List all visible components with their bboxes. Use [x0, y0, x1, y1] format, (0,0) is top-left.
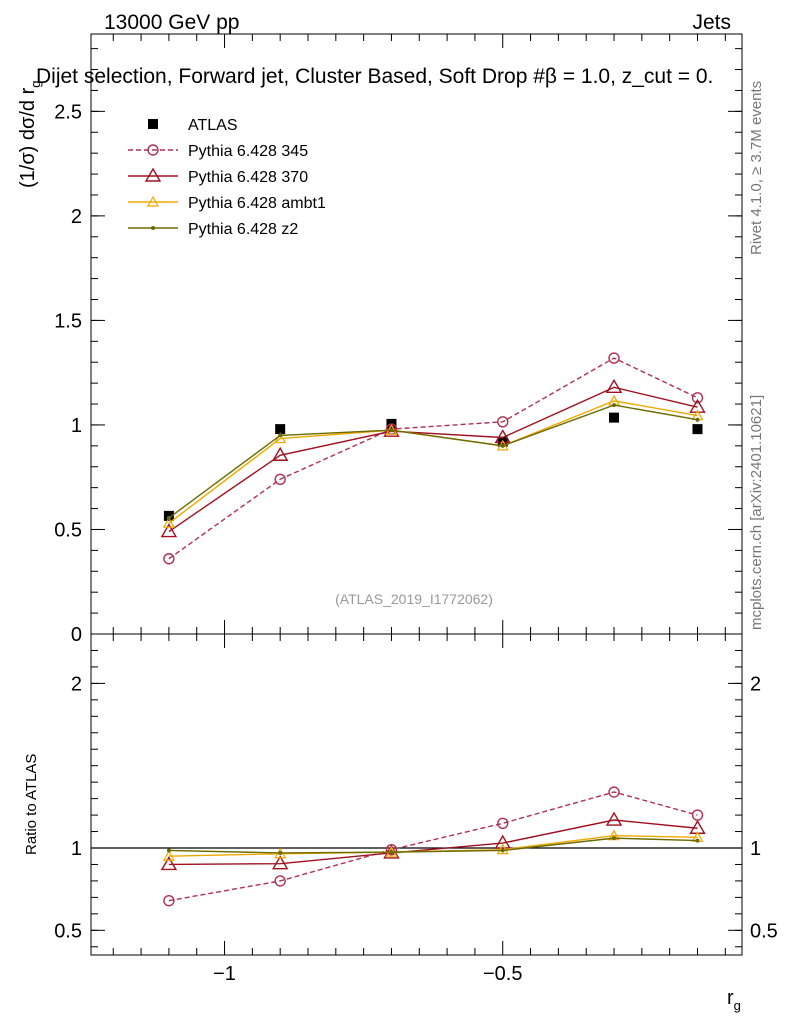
- x-axis-label: rg: [727, 987, 741, 1013]
- category-label: Jets: [692, 11, 731, 34]
- main-point-p370: [160, 523, 178, 538]
- main-point-z2: [500, 443, 505, 448]
- energy-label: 13000 GeV pp: [104, 11, 239, 34]
- main-axis-ticks: 0 0.5 1 1.5 2 2.5: [54, 34, 742, 646]
- selection-title: Dijet selection, Forward jet, Cluster Ba…: [36, 65, 713, 88]
- ratio-y-tick-label: 2: [71, 673, 82, 695]
- legend-marker-p370: [144, 167, 162, 182]
- ratio-line-z2: [168, 837, 698, 854]
- main-point-z2: [278, 433, 283, 438]
- ratio-y-tick-label-right: 2: [750, 673, 761, 695]
- main-point-p370: [605, 378, 623, 394]
- ratio-point-p370: [160, 856, 178, 871]
- ratio-point-z2: [389, 850, 394, 855]
- x-tick-label: −0.5: [483, 963, 522, 985]
- legend-label-p345: Pythia 6.428 345: [188, 143, 308, 160]
- main-point-p345: [608, 352, 620, 364]
- legend-label-z2: Pythia 6.428 z2: [188, 221, 298, 238]
- main-point-p345: [274, 473, 286, 485]
- mcplots-label: mcplots.cern.ch [arXiv:2401.10621]: [748, 395, 765, 630]
- ratio-point-p345: [608, 786, 620, 798]
- main-y-tick-label: 0: [71, 624, 82, 646]
- main-point-p345: [497, 416, 509, 428]
- legend: ATLAS Pythia 6.428 345 Pythia 6.428 370 Pyt…: [128, 117, 326, 238]
- legend-marker-ambt1: [146, 195, 160, 207]
- legend-marker-z2: [151, 226, 155, 230]
- main-point-atlas: [275, 424, 286, 435]
- ratio-point-z2: [278, 850, 283, 855]
- ratio-y-tick-label: 1: [71, 838, 82, 860]
- main-point-p370: [689, 398, 706, 413]
- ratio-point-p345: [163, 894, 175, 907]
- rivet-label: Rivet 4.1.0, ≥ 3.7M events: [748, 81, 765, 255]
- ratio-line-p370: [168, 819, 698, 866]
- ratio-axis-ticks: 0.5 0.5 1 1 2 2 −1 −0.5: [54, 633, 778, 985]
- main-line-p345: [168, 357, 698, 560]
- ratio-point-z2: [612, 836, 617, 841]
- ratio-point-z2: [500, 848, 505, 853]
- main-line-p370: [168, 386, 698, 533]
- ratio-frame: [90, 633, 743, 956]
- main-point-p370: [271, 446, 289, 461]
- analysis-id: (ATLAS_2019_I1772062): [335, 591, 493, 607]
- main-point-ambt1: [162, 516, 175, 528]
- main-point-z2: [612, 403, 617, 408]
- ratio-point-p345: [497, 817, 509, 830]
- ratio-line-p345: [168, 791, 698, 902]
- main-point-z2: [389, 428, 394, 433]
- ratio-point-z2: [695, 838, 700, 843]
- main-line-z2: [168, 404, 698, 519]
- legend-label-atlas: ATLAS: [188, 117, 238, 134]
- ratio-point-ambt1: [496, 843, 509, 855]
- legend-label-ambt1: Pythia 6.428 ambt1: [188, 195, 326, 212]
- legend-label-p370: Pythia 6.428 370: [188, 169, 308, 186]
- main-y-tick-label: 1.5: [54, 310, 82, 332]
- main-point-atlas: [609, 412, 620, 423]
- ratio-point-z2: [166, 848, 171, 853]
- legend-marker-atlas: [148, 119, 158, 129]
- main-series-layer: [160, 352, 706, 565]
- ratio-point-p345: [274, 875, 286, 887]
- main-y-tick-label: 2: [71, 206, 82, 228]
- ratio-point-p370: [494, 834, 511, 849]
- ratio-ylabel: Ratio to ATLAS: [23, 754, 40, 855]
- main-point-atlas: [692, 424, 703, 435]
- ratio-y-tick-label: 0.5: [54, 920, 82, 942]
- main-point-p345: [691, 392, 704, 404]
- ratio-series-layer: [160, 786, 706, 907]
- x-tick-label: −1: [213, 963, 236, 985]
- main-y-tick-label: 0.5: [54, 519, 82, 541]
- ratio-point-ambt1: [162, 849, 175, 861]
- ratio-point-p370: [605, 811, 623, 826]
- ratio-y-tick-label-right: 1: [750, 838, 761, 860]
- main-point-p370: [494, 429, 511, 444]
- legend-marker-p345: [147, 144, 159, 156]
- ratio-y-tick-label-right: 0.5: [750, 920, 778, 942]
- main-y-tick-label: 1: [71, 415, 82, 437]
- ratio-point-p370: [271, 855, 289, 870]
- main-point-atlas: [163, 510, 174, 521]
- main-point-z2: [166, 515, 171, 520]
- main-y-tick-label: 2.5: [54, 101, 82, 123]
- main-point-p345: [163, 553, 175, 565]
- main-ylabel: (1/σ) dσ/d rg: [17, 81, 43, 189]
- main-point-z2: [695, 417, 700, 422]
